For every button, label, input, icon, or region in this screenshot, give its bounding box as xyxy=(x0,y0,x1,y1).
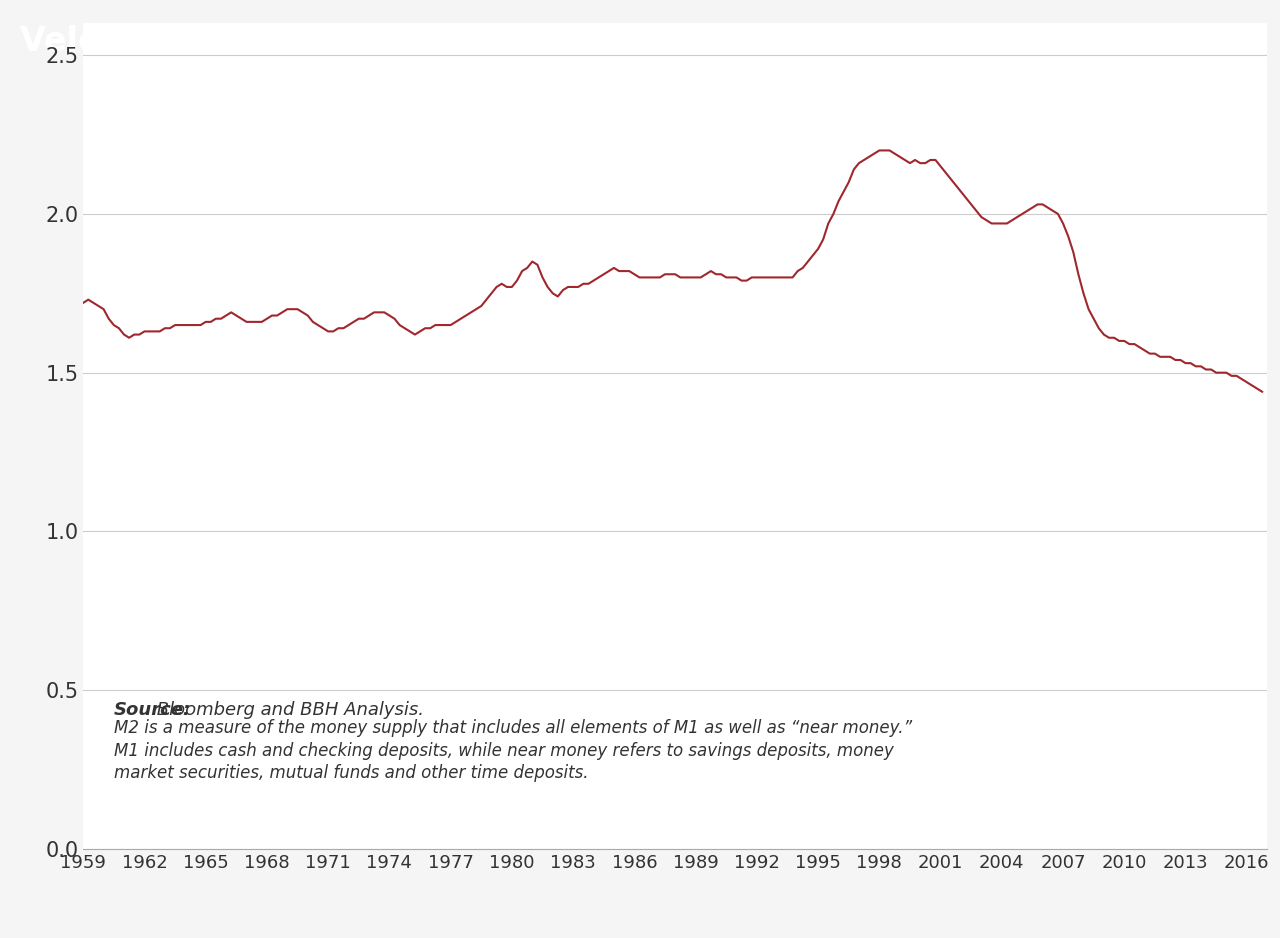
Text: Source:: Source: xyxy=(114,702,191,719)
Text: market securities, mutual funds and other time deposits.: market securities, mutual funds and othe… xyxy=(114,764,589,782)
Text: (= GDP / M2): (= GDP / M2) xyxy=(513,24,742,58)
Text: Velocity of M2 Money Supply: Velocity of M2 Money Supply xyxy=(20,24,563,58)
Text: Bloomberg and BBH Analysis.: Bloomberg and BBH Analysis. xyxy=(151,702,424,719)
Text: M2 is a measure of the money supply that includes all elements of M1 as well as : M2 is a measure of the money supply that… xyxy=(114,719,911,736)
Text: M1 includes cash and checking deposits, while near money refers to savings depos: M1 includes cash and checking deposits, … xyxy=(114,742,893,760)
